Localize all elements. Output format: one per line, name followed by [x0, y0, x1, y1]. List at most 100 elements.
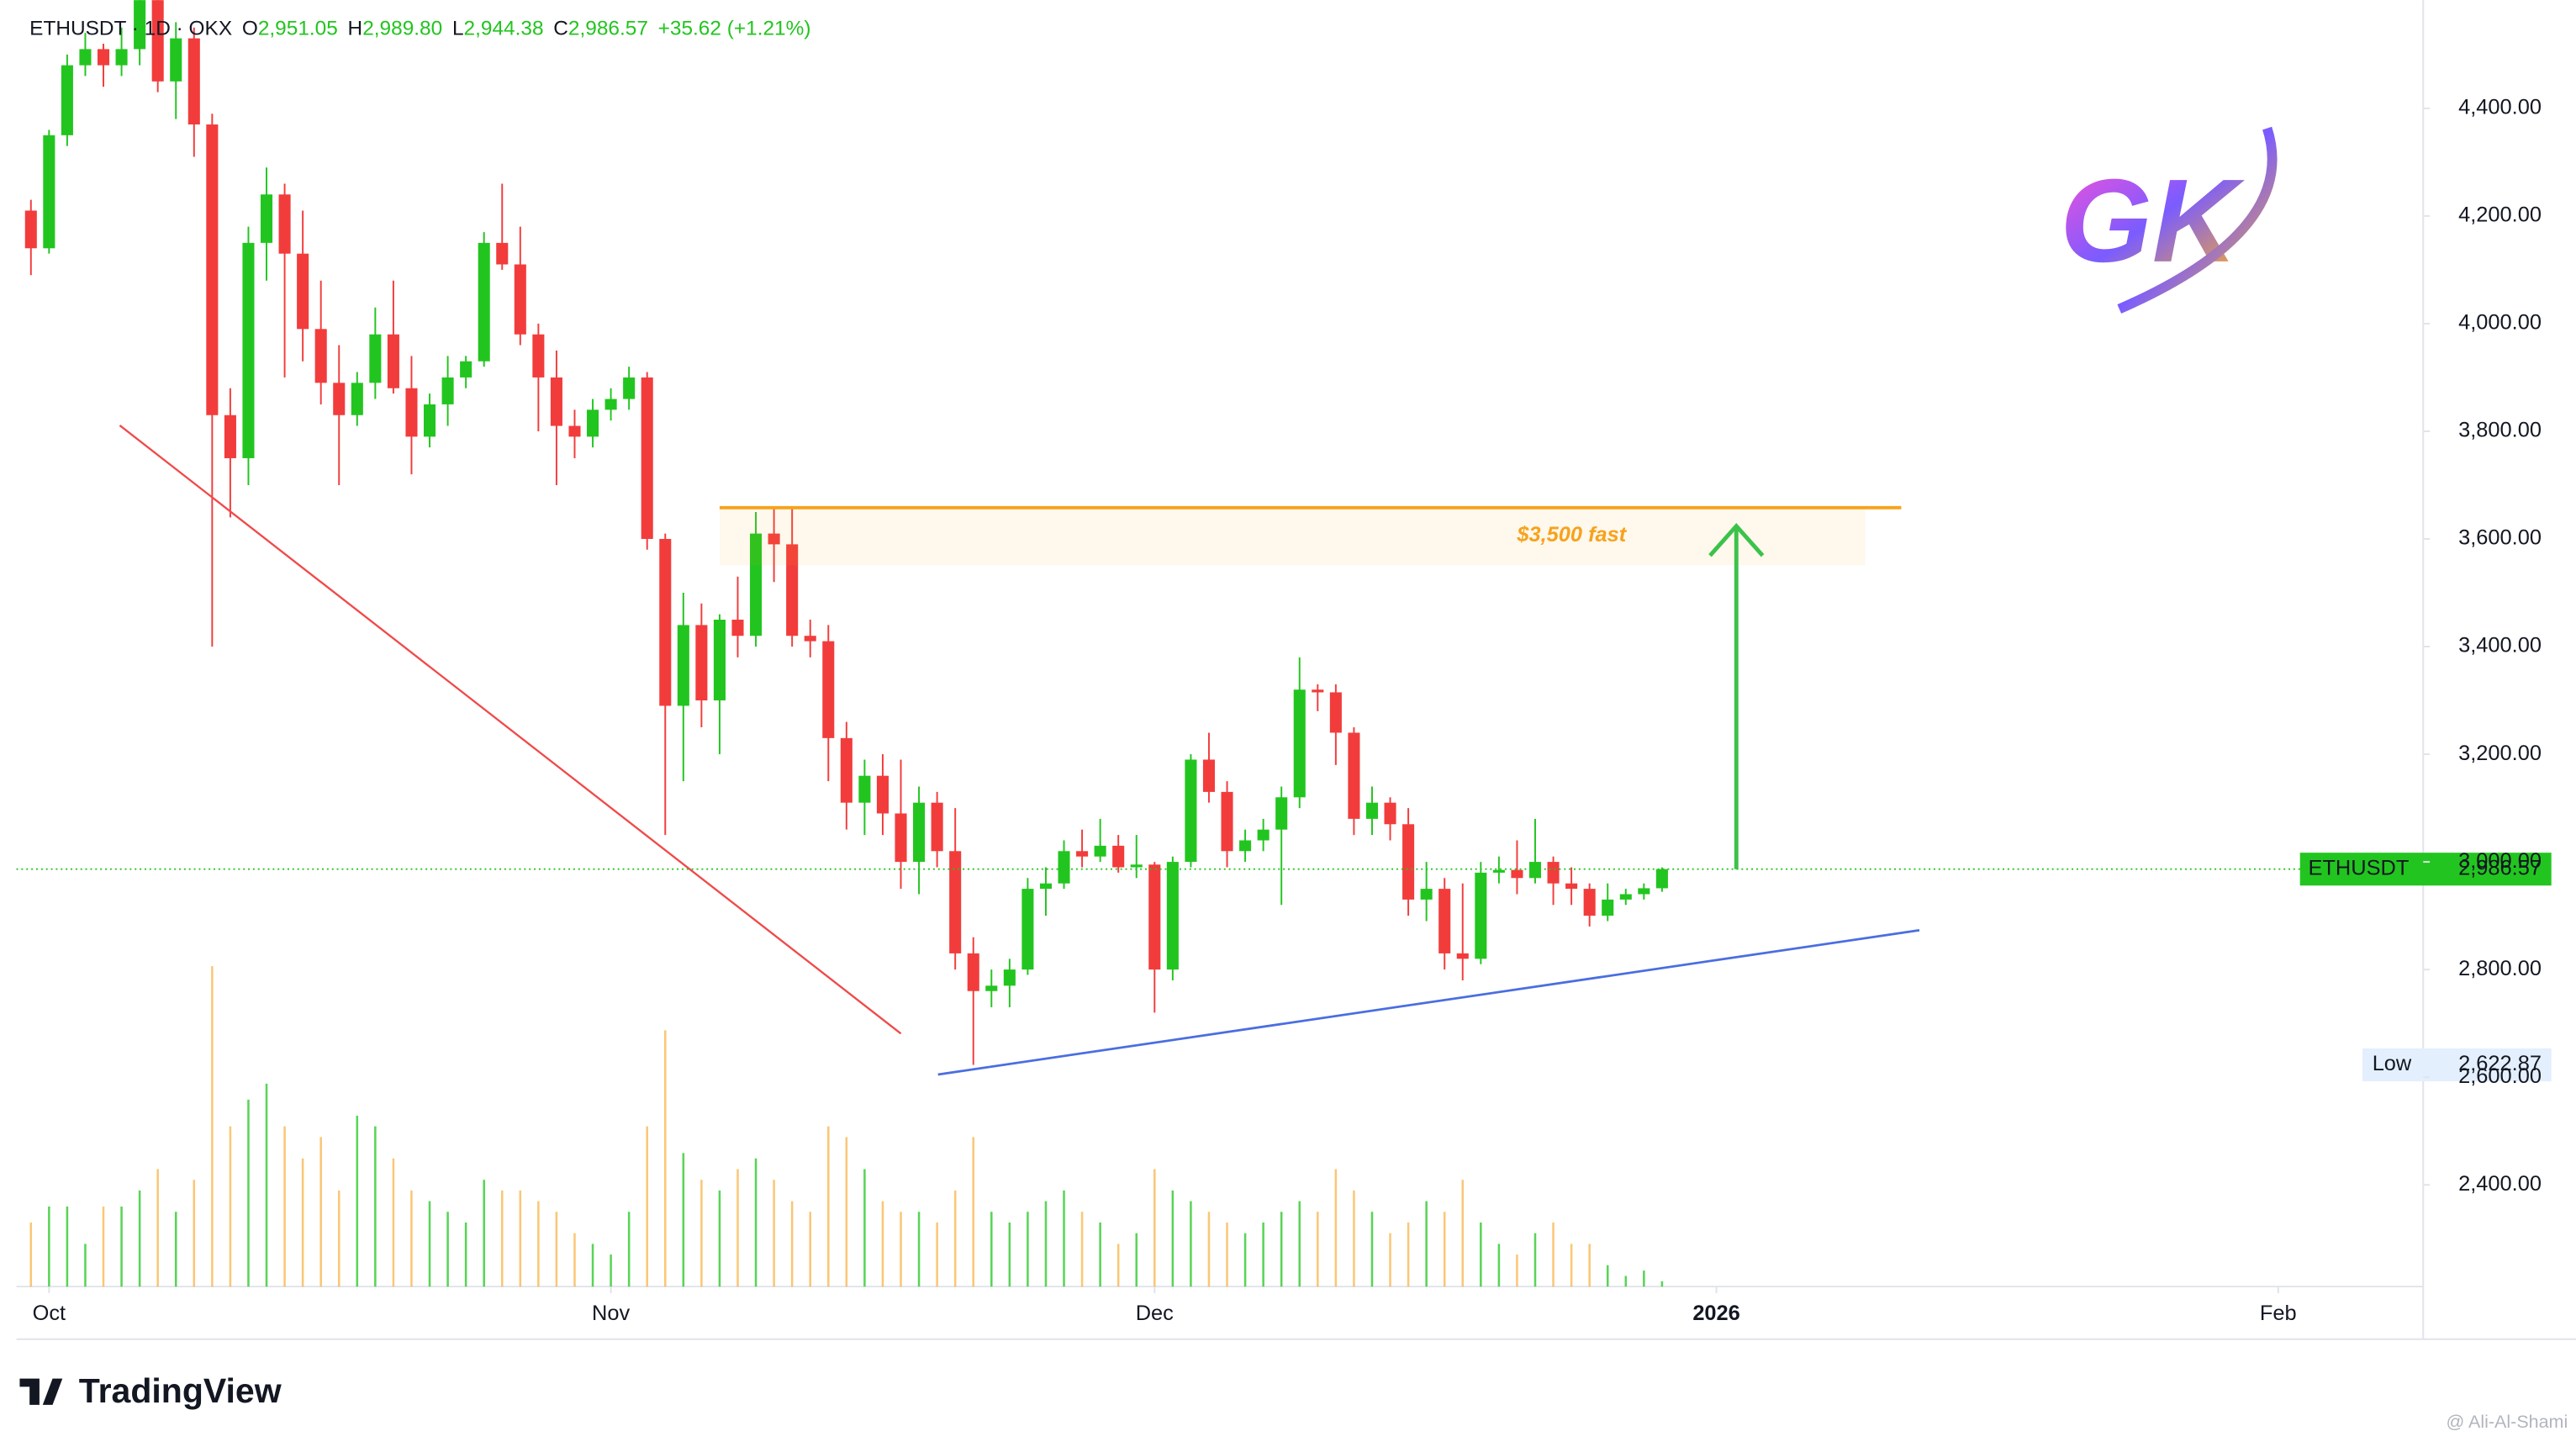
candle-body [297, 253, 309, 330]
candle-body [43, 135, 55, 249]
low-tag [2362, 1048, 2552, 1082]
x-tick-label: Feb [2260, 1302, 2297, 1325]
candle-body [1602, 899, 1614, 916]
candle-body [1475, 872, 1487, 959]
low-name: Low [2373, 1052, 2412, 1075]
plot [24, 0, 1668, 1287]
candle-body [1076, 851, 1089, 857]
candle-body [1511, 869, 1523, 879]
candle-body [604, 399, 617, 410]
candle-body [514, 264, 526, 335]
candle-body [187, 38, 200, 125]
candle-body [206, 124, 219, 415]
candle-body [550, 377, 562, 426]
candle-body [967, 953, 979, 991]
ohlc-value: 2,986.57 [568, 18, 648, 40]
candle-body [1655, 869, 1668, 889]
candle-body [1058, 851, 1070, 884]
x-tick-label: Oct [33, 1302, 66, 1325]
candle-body [858, 775, 871, 803]
y-tick-label: 4,400.00 [2458, 96, 2542, 119]
brand: TradingView [79, 1371, 282, 1410]
low-label: 2,622.87 [2458, 1052, 2542, 1075]
candle-body [496, 242, 509, 265]
target-zone [719, 507, 1866, 566]
candle-body [314, 329, 327, 383]
logo-swoosh [2117, 126, 2278, 314]
candle-body [405, 388, 418, 437]
candle-body [1202, 759, 1216, 792]
candle-body [1438, 889, 1451, 953]
tradingview-logo: TradingView [19, 1371, 282, 1410]
candle-body [1239, 840, 1252, 852]
y-tick-label: 3,800.00 [2458, 419, 2542, 442]
y-tick-label: 2,400.00 [2458, 1172, 2542, 1196]
candle-body [1638, 888, 1650, 895]
ohlc-key: O [242, 18, 258, 40]
candle-body [750, 533, 763, 636]
candle-body [1275, 797, 1288, 830]
candle-body [822, 641, 835, 738]
candle-body [768, 533, 780, 545]
candle-body [478, 242, 490, 362]
credit: @ Ali-Al-Shami [2446, 1412, 2568, 1432]
candle-body [333, 383, 346, 415]
candle-body [369, 334, 382, 383]
candle-body [1329, 692, 1342, 733]
symbol: ETHUSDT · 1D · OKX [29, 18, 232, 40]
candle-body [351, 383, 363, 415]
candle-body [568, 425, 581, 437]
y-tick-label: 3,000.00 [2458, 849, 2542, 873]
candle-body [1166, 862, 1179, 970]
candle-body [532, 334, 545, 378]
candle-body [1312, 689, 1324, 693]
candle-body [1384, 802, 1396, 825]
candle-body [79, 49, 92, 66]
candle-body [949, 851, 962, 953]
x-tick-label: Nov [592, 1302, 630, 1325]
candle-body [278, 194, 291, 254]
candle-body [913, 802, 926, 863]
candle-body [677, 625, 689, 706]
y-tick-label: 2,800.00 [2458, 957, 2542, 980]
candle-body [731, 620, 744, 636]
candle-body [1619, 894, 1632, 900]
candle-body [876, 775, 889, 814]
candle-body [895, 813, 907, 863]
last-price-tag [2299, 853, 2552, 886]
target-label: $3,500 fast [1516, 523, 1627, 547]
y-tick-label: 3,600.00 [2458, 526, 2542, 550]
candle-body [985, 985, 998, 991]
candle-body [1039, 883, 1052, 890]
candle-body [1402, 824, 1415, 900]
ohlc-value: 2,951.05 [258, 18, 338, 40]
candle-body [1420, 889, 1433, 900]
candle-body [1456, 953, 1469, 959]
blue-trendline [937, 929, 1920, 1076]
candle-body [61, 65, 73, 135]
candle-body [695, 625, 708, 701]
candle-body [1565, 883, 1578, 890]
candle-body [931, 802, 943, 852]
candle-body [587, 409, 599, 437]
ohlc-key: C [553, 18, 568, 40]
y-tick-label: 3,200.00 [2458, 742, 2542, 765]
candle-body [1003, 969, 1016, 986]
candle-body [441, 377, 454, 404]
candle-body [1094, 845, 1106, 857]
candle-body [242, 242, 255, 458]
candle-body [97, 49, 110, 66]
candle-body [641, 377, 653, 539]
candle-body [423, 404, 436, 437]
x-tick-label: Dec [1136, 1302, 1174, 1325]
candle-body [1221, 791, 1233, 852]
candle-body [460, 361, 472, 378]
candle-body [804, 636, 816, 642]
arrow-head [1708, 522, 1765, 557]
candle-body [260, 194, 273, 243]
y-tick-label: 4,200.00 [2458, 203, 2542, 227]
ohlc-key: L [452, 18, 464, 40]
logo: GK [2060, 155, 2245, 287]
candle-body [1148, 864, 1161, 970]
